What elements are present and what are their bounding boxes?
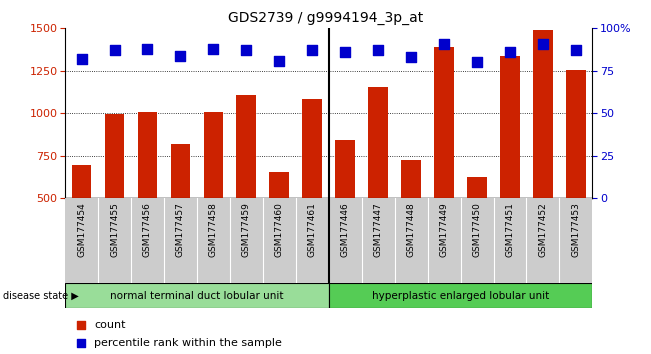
Bar — [566, 70, 586, 198]
Text: percentile rank within the sample: percentile rank within the sample — [94, 338, 282, 348]
Point — [109, 47, 120, 53]
Point — [406, 55, 417, 60]
Bar — [500, 56, 520, 198]
Bar — [467, 177, 487, 198]
Text: disease state ▶: disease state ▶ — [3, 291, 79, 301]
Point — [76, 340, 86, 346]
Bar — [105, 114, 124, 198]
Bar — [302, 99, 322, 198]
Point — [439, 41, 449, 46]
Text: GSM177457: GSM177457 — [176, 202, 185, 257]
Point — [76, 56, 87, 62]
Point — [505, 49, 515, 55]
Bar — [137, 113, 158, 198]
Bar — [270, 172, 289, 198]
Text: GDS2739 / g9994194_3p_at: GDS2739 / g9994194_3p_at — [228, 11, 423, 25]
Text: GSM177456: GSM177456 — [143, 202, 152, 257]
Point — [143, 46, 153, 52]
Point — [175, 53, 186, 58]
Bar — [533, 30, 553, 198]
Point — [340, 49, 350, 55]
Text: normal terminal duct lobular unit: normal terminal duct lobular unit — [110, 291, 284, 301]
Bar — [72, 165, 91, 198]
Point — [208, 46, 219, 52]
Bar — [204, 113, 223, 198]
Point — [307, 47, 318, 53]
Text: GSM177458: GSM177458 — [209, 202, 218, 257]
Bar — [335, 139, 355, 198]
Text: GSM177459: GSM177459 — [242, 202, 251, 257]
Bar — [171, 144, 190, 198]
Point — [571, 47, 581, 53]
Point — [274, 58, 284, 63]
Text: GSM177449: GSM177449 — [439, 202, 449, 257]
Bar — [329, 283, 592, 308]
Text: GSM177455: GSM177455 — [110, 202, 119, 257]
Bar — [434, 47, 454, 198]
Text: GSM177451: GSM177451 — [506, 202, 514, 257]
Point — [241, 47, 251, 53]
Bar — [368, 87, 388, 198]
Text: GSM177452: GSM177452 — [538, 202, 547, 257]
Text: GSM177461: GSM177461 — [308, 202, 317, 257]
Text: GSM177448: GSM177448 — [407, 202, 415, 257]
Point — [373, 47, 383, 53]
Bar — [65, 283, 329, 308]
Bar — [401, 160, 421, 198]
Text: GSM177460: GSM177460 — [275, 202, 284, 257]
Text: GSM177454: GSM177454 — [77, 202, 86, 257]
Text: GSM177453: GSM177453 — [572, 202, 581, 257]
Text: GSM177447: GSM177447 — [374, 202, 383, 257]
Bar — [236, 95, 256, 198]
Text: hyperplastic enlarged lobular unit: hyperplastic enlarged lobular unit — [372, 291, 549, 301]
Text: count: count — [94, 320, 126, 330]
Point — [538, 41, 548, 46]
Point — [472, 59, 482, 65]
Text: GSM177446: GSM177446 — [340, 202, 350, 257]
Text: GSM177450: GSM177450 — [473, 202, 482, 257]
Point — [76, 322, 86, 328]
